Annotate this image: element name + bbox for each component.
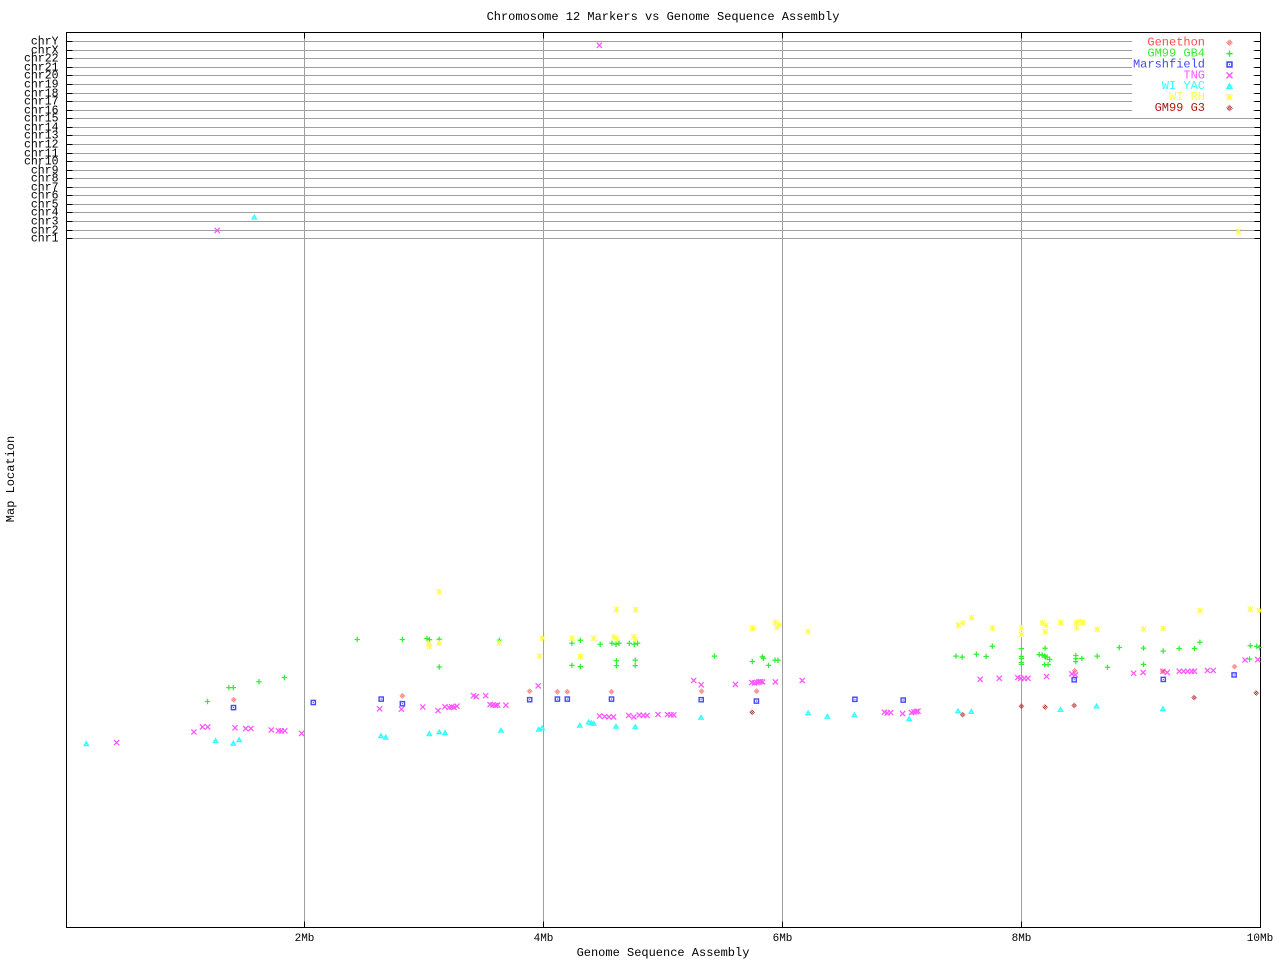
svg-text:chr13: chr13: [24, 130, 59, 143]
svg-text:2Mb: 2Mb: [295, 933, 315, 945]
svg-text:chrY: chrY: [31, 36, 59, 49]
svg-text:TNG: TNG: [1183, 68, 1205, 82]
svg-text:chr3: chr3: [31, 216, 59, 229]
svg-text:10Mb: 10Mb: [1247, 933, 1273, 945]
svg-text:chr4: chr4: [31, 207, 59, 220]
svg-text:chr17: chr17: [24, 96, 59, 109]
svg-text:Map Location: Map Location: [4, 436, 18, 522]
svg-text:Marshfield: Marshfield: [1133, 57, 1205, 71]
svg-text:Chromosome 12 Markers vs Genom: Chromosome 12 Markers vs Genome Sequence…: [487, 10, 840, 24]
svg-text:chr20: chr20: [24, 70, 59, 83]
svg-text:WI RH: WI RH: [1169, 90, 1205, 104]
svg-text:chr5: chr5: [31, 199, 59, 212]
svg-text:4Mb: 4Mb: [534, 933, 554, 945]
svg-text:GM99 G3: GM99 G3: [1155, 101, 1205, 115]
svg-text:chr19: chr19: [24, 79, 59, 92]
svg-text:chr14: chr14: [24, 122, 59, 135]
svg-text:chr8: chr8: [31, 173, 59, 186]
svg-text:chr16: chr16: [24, 105, 59, 118]
svg-text:chr2: chr2: [31, 225, 59, 238]
svg-text:chrX: chrX: [31, 45, 59, 58]
svg-text:chr11: chr11: [24, 148, 59, 161]
svg-text:chr18: chr18: [24, 88, 59, 101]
svg-text:chr6: chr6: [31, 190, 59, 203]
svg-text:Genethon: Genethon: [1147, 36, 1205, 50]
svg-text:chr1: chr1: [31, 233, 59, 246]
svg-text:chr21: chr21: [24, 62, 59, 75]
svg-text:chr10: chr10: [24, 156, 59, 169]
svg-text:GM99 GB4: GM99 GB4: [1147, 47, 1205, 61]
svg-text:Genome Sequence Assembly: Genome Sequence Assembly: [577, 946, 750, 960]
svg-text:chr9: chr9: [31, 165, 59, 178]
svg-text:chr7: chr7: [31, 182, 59, 195]
svg-text:WI YAC: WI YAC: [1162, 79, 1205, 93]
svg-text:6Mb: 6Mb: [773, 933, 793, 945]
svg-text:chr22: chr22: [24, 53, 59, 66]
svg-text:8Mb: 8Mb: [1012, 933, 1032, 945]
svg-text:chr12: chr12: [24, 139, 59, 152]
svg-text:chr15: chr15: [24, 113, 59, 126]
